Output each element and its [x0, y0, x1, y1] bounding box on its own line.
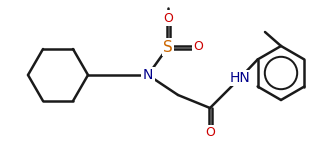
Text: O: O — [163, 12, 173, 24]
Text: O: O — [193, 40, 203, 54]
Text: HN: HN — [230, 71, 250, 85]
Text: S: S — [163, 39, 173, 54]
Text: O: O — [205, 126, 215, 140]
Text: N: N — [143, 68, 153, 82]
